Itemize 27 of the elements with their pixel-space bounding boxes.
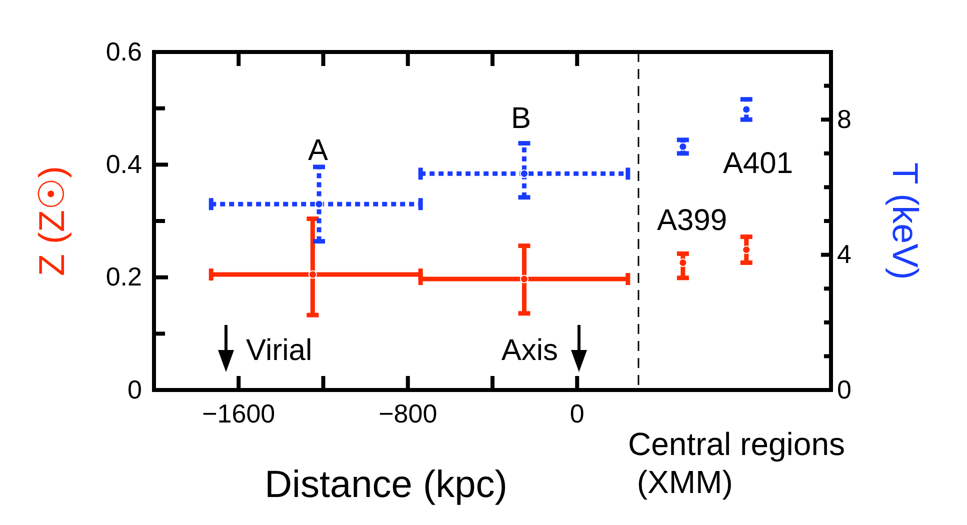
annotation: A <box>308 134 328 167</box>
y-tick-label: 0.6 <box>106 36 142 66</box>
point <box>678 142 688 151</box>
x-tick-label: 0 <box>570 398 584 428</box>
y-axis-title: Z (Z☉) <box>31 166 72 276</box>
point <box>678 258 688 267</box>
point <box>742 245 751 254</box>
x-tick-label: −1600 <box>202 398 276 428</box>
annotation: A399 <box>656 204 728 237</box>
y-tick-label: 0.4 <box>106 148 142 179</box>
annotation: B <box>510 102 532 135</box>
point <box>742 105 751 114</box>
annotation: A401 <box>722 147 794 180</box>
point <box>314 200 324 208</box>
annotation: Axis <box>501 334 558 367</box>
y2-tick-label: 0 <box>837 374 852 404</box>
point <box>308 270 317 279</box>
point <box>520 274 529 284</box>
y2-tick-label: 4 <box>837 239 852 270</box>
y2-axis-title: T (keV) <box>885 162 926 280</box>
text: Central regions (XMM) <box>628 426 845 500</box>
annotation: Virial <box>246 334 312 367</box>
x-axis-title: Distance (kpc) <box>264 464 508 506</box>
y2-tick-label: 8 <box>837 104 852 134</box>
y-tick-label: 0 <box>128 374 142 404</box>
x-tick-label: −800 <box>378 398 438 428</box>
y-tick-label: 0.2 <box>106 262 142 292</box>
